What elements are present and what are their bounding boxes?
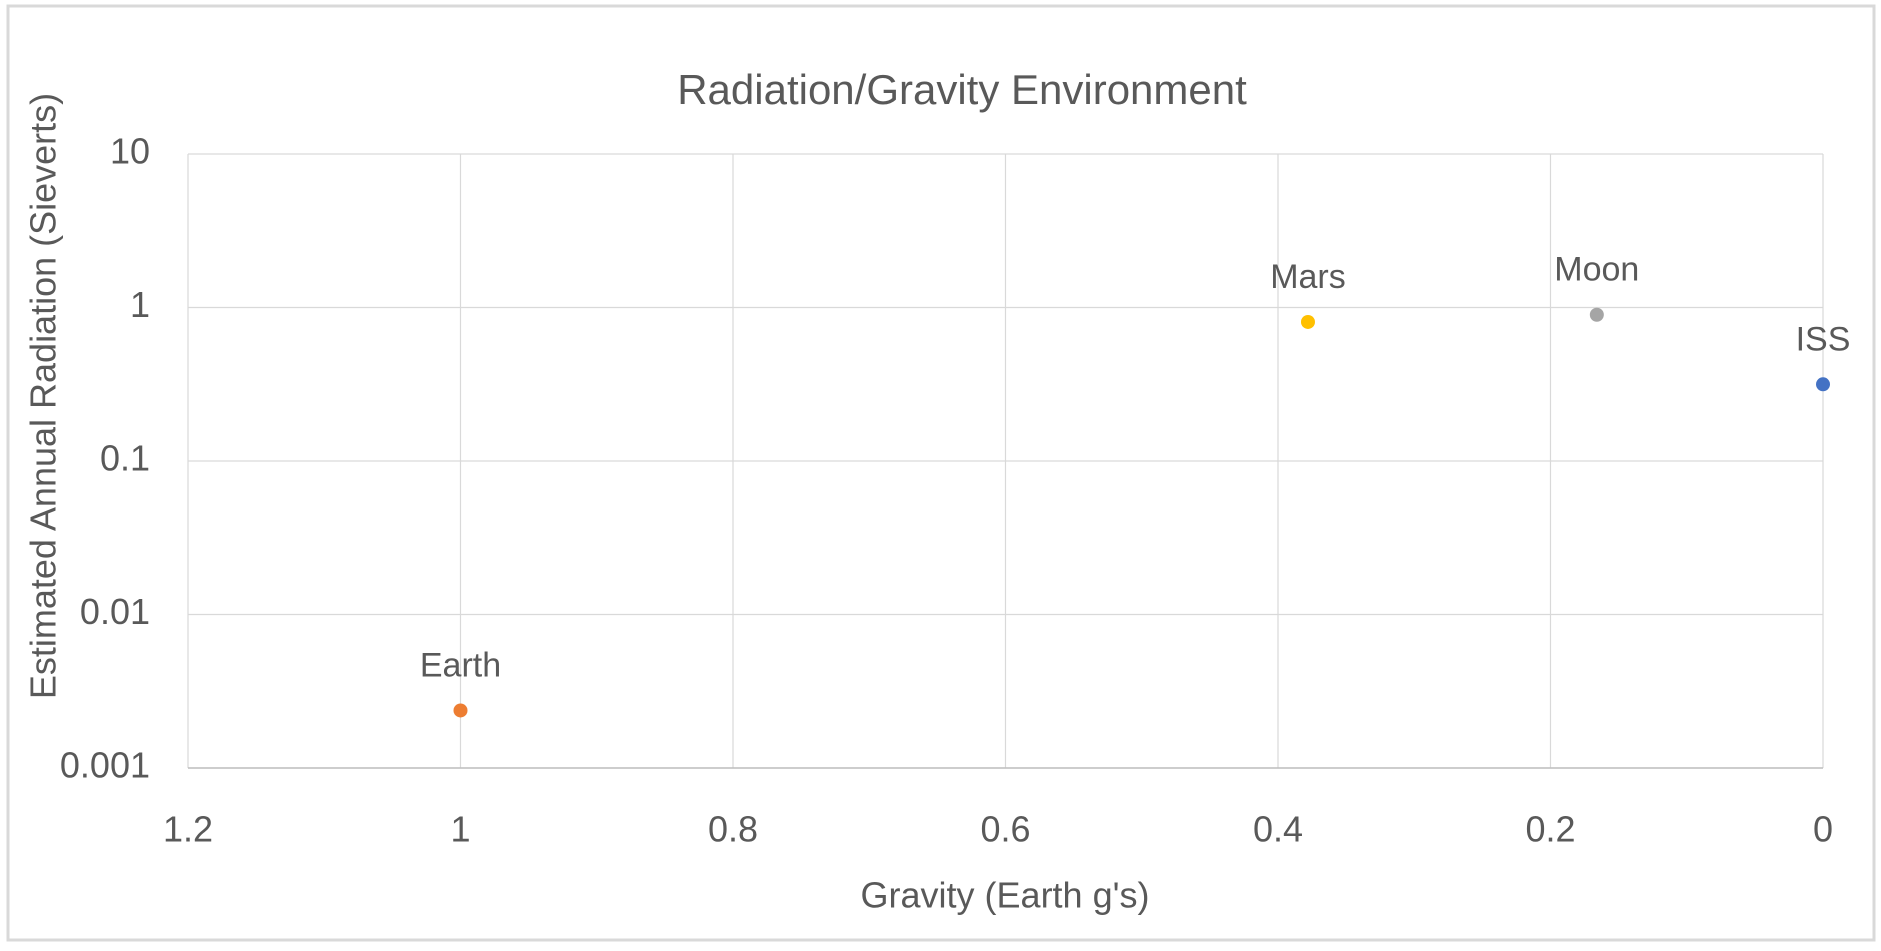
data-label: ISS bbox=[1796, 320, 1851, 358]
data-label: Mars bbox=[1270, 258, 1346, 296]
y-tick-label: 0.01 bbox=[80, 591, 150, 632]
chart-frame bbox=[6, 4, 1876, 942]
data-label: Earth bbox=[420, 646, 501, 684]
chart-title: Radiation/Gravity Environment bbox=[677, 66, 1247, 113]
point bbox=[1589, 307, 1604, 322]
x-tick-label: 1.2 bbox=[163, 809, 213, 850]
x-tick-label: 0.6 bbox=[980, 809, 1030, 850]
data-label: Moon bbox=[1554, 251, 1639, 289]
x-tick-label: 0.2 bbox=[1525, 809, 1575, 850]
x-axis-label: Gravity (Earth g's) bbox=[861, 875, 1150, 916]
x-tick-label: 1 bbox=[450, 809, 470, 850]
y-tick-label: 1 bbox=[130, 284, 150, 325]
y-tick-label: 0.1 bbox=[100, 438, 150, 479]
point bbox=[453, 703, 468, 718]
y-tick-label: 0.001 bbox=[60, 745, 150, 786]
y-axis-label: Estimated Annual Radiation (Sieverts) bbox=[23, 93, 64, 699]
x-tick-label: 0.4 bbox=[1253, 809, 1303, 850]
x-tick-label: 0.8 bbox=[708, 809, 758, 850]
y-tick-label: 10 bbox=[110, 131, 150, 172]
point bbox=[1816, 377, 1830, 392]
point bbox=[1300, 314, 1315, 329]
x-tick-label: 0 bbox=[1813, 809, 1833, 850]
